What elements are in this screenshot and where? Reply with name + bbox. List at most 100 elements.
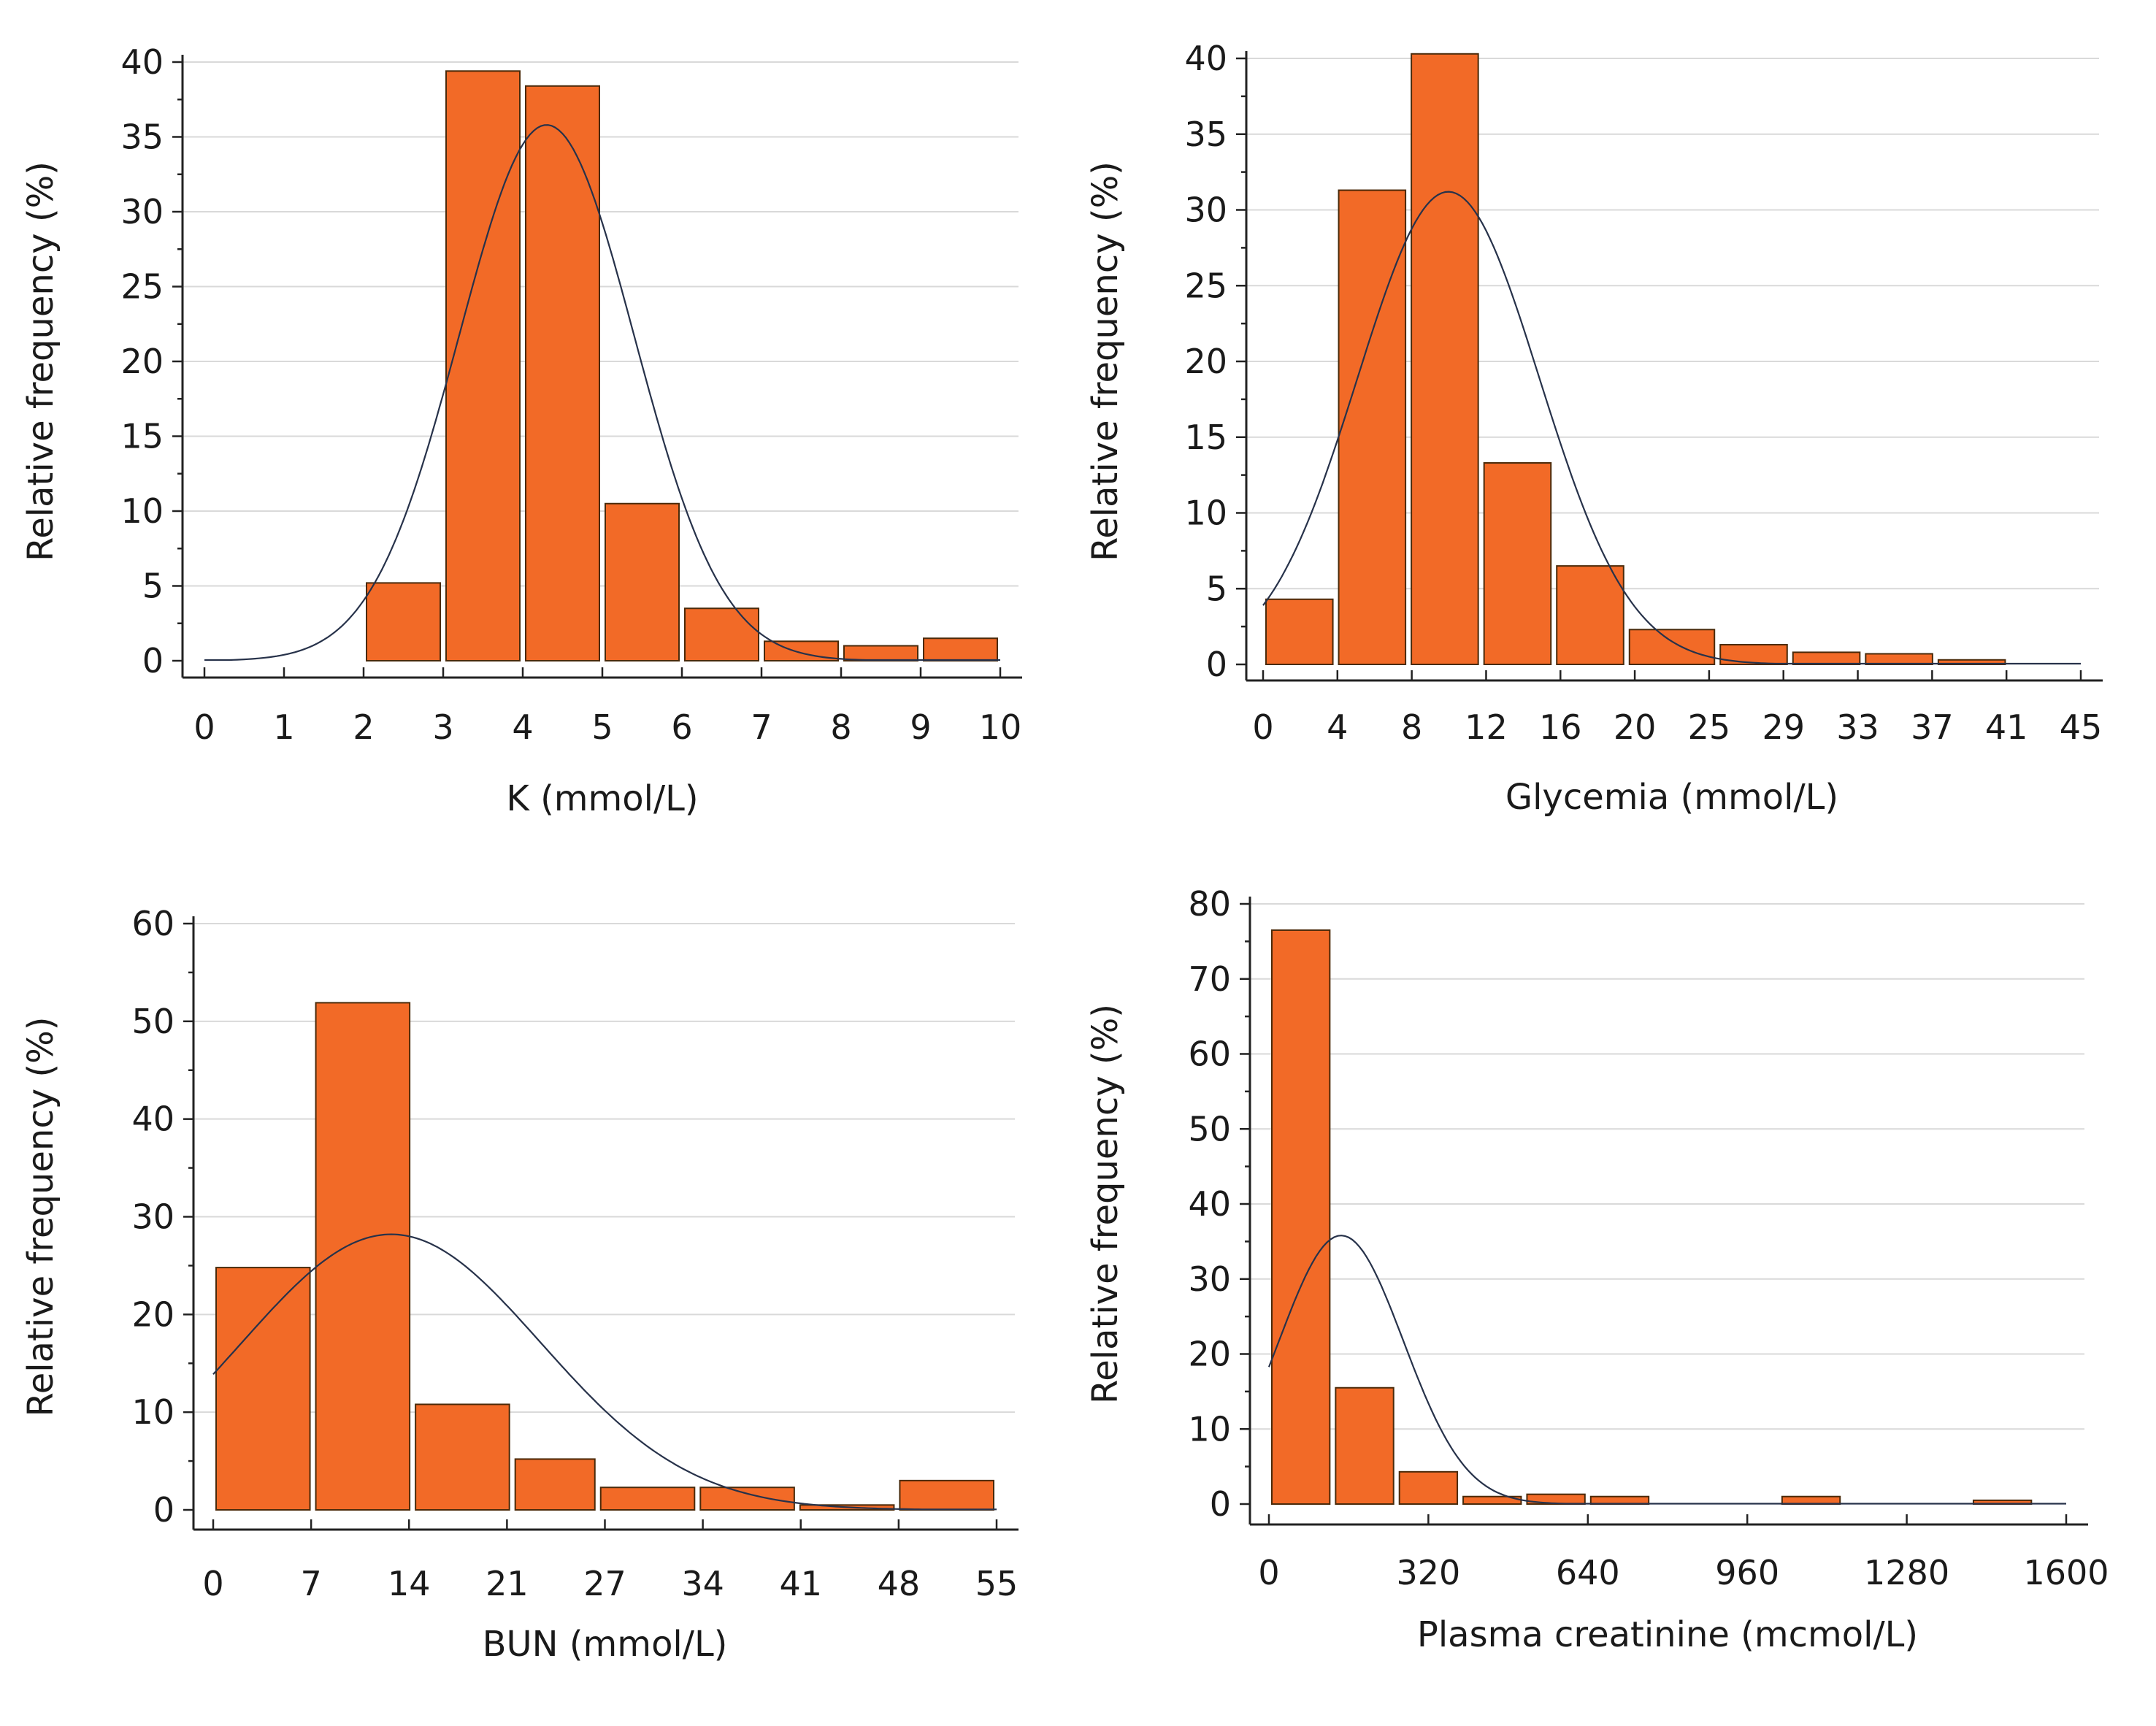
x-tick-label: 960	[1715, 1553, 1779, 1592]
y-tick-label: 80	[1188, 884, 1231, 924]
x-tick-label: 0	[193, 707, 215, 747]
y-tick-label: 30	[1184, 191, 1227, 230]
y-tick-label: 60	[1188, 1035, 1231, 1074]
normal-distribution-curve	[204, 124, 1000, 661]
histogram-bar	[899, 1479, 995, 1511]
normal-distribution-curve	[1262, 191, 2081, 665]
histogram-bar	[843, 645, 918, 661]
y-tick-label: 10	[131, 1392, 174, 1432]
y-tick-label: 40	[131, 1100, 174, 1139]
chart-panel-2: 0 5 10 15 20 25 30 35 40 0 4 8 12 16 20 25 29 33 37 41 45 Gly…	[1085, 39, 2103, 818]
histogram-bar	[605, 502, 680, 661]
histogram-bar	[215, 1267, 311, 1511]
histogram-bar	[1556, 565, 1624, 665]
y-tick-label: 30	[120, 192, 164, 231]
x-tick-label: 16	[1539, 707, 1582, 747]
y-tick-label: 15	[120, 417, 164, 456]
x-tick-label: 8	[830, 707, 851, 747]
x-tick-label: 55	[975, 1564, 1018, 1603]
y-tick-label: 20	[1188, 1335, 1231, 1374]
y-tick-label: 70	[1188, 959, 1231, 999]
x-tick-label: 5	[591, 707, 613, 747]
y-tick-label: 15	[1184, 418, 1227, 457]
x-axis-title: Plasma creatinine (mcmol/L)	[1417, 1614, 1918, 1655]
y-tick-label: 5	[1206, 569, 1227, 608]
x-tick-label: 48	[878, 1564, 921, 1603]
y-tick-label: 50	[1188, 1109, 1231, 1148]
x-tick-label: 2	[353, 707, 374, 747]
y-tick-label: 0	[1210, 1484, 1231, 1524]
y-tick-label: 20	[131, 1294, 174, 1334]
x-tick-label: 41	[1985, 707, 2028, 747]
y-tick-label: 20	[1184, 342, 1227, 381]
x-axis-title: K (mmol/L)	[506, 778, 698, 819]
y-tick-label: 10	[1188, 1409, 1231, 1449]
x-tick-label: 3	[432, 707, 453, 747]
y-tick-label: 30	[1188, 1259, 1231, 1299]
x-tick-label: 9	[910, 707, 931, 747]
histogram-bar	[1628, 629, 1716, 666]
x-tick-label: 0	[1258, 1553, 1279, 1592]
y-tick-label: 30	[131, 1197, 174, 1237]
x-tick-label: 20	[1614, 707, 1657, 747]
y-tick-label: 40	[120, 42, 164, 82]
x-tick-label: 640	[1556, 1553, 1620, 1592]
histogram-bar	[366, 582, 441, 662]
histogram-bar	[415, 1403, 510, 1511]
normal-distribution-curve	[1267, 1235, 2066, 1505]
x-tick-label: 1600	[2023, 1553, 2109, 1592]
y-tick-label: 60	[131, 904, 174, 943]
x-tick-label: 4	[1327, 707, 1348, 747]
histogram-bar	[445, 70, 521, 662]
histogram-bar	[699, 1487, 795, 1511]
y-tick-label: 0	[153, 1490, 174, 1530]
y-tick-label: 0	[1206, 645, 1227, 684]
y-axis-title: Relative frequency (%)	[1085, 1004, 1126, 1404]
histogram-bar	[1792, 651, 1861, 666]
y-tick-label: 20	[120, 342, 164, 381]
histogram-bar	[1719, 644, 1788, 666]
x-tick-label: 29	[1762, 707, 1805, 747]
histogram-bar	[599, 1487, 696, 1511]
x-tick-label: 25	[1688, 707, 1731, 747]
y-axis-title: Relative frequency (%)	[20, 161, 61, 561]
y-tick-label: 40	[1188, 1184, 1231, 1224]
x-tick-label: 320	[1396, 1553, 1460, 1592]
y-tick-label: 10	[1184, 494, 1227, 533]
histogram-bar	[1865, 653, 1933, 665]
x-axis-title: BUN (mmol/L)	[483, 1624, 728, 1665]
x-tick-label: 21	[486, 1564, 529, 1603]
x-tick-label: 10	[979, 707, 1022, 747]
x-tick-label: 34	[681, 1564, 724, 1603]
histogram-bar	[1398, 1470, 1459, 1506]
x-tick-label: 1	[273, 707, 294, 747]
x-tick-label: 7	[300, 1564, 321, 1603]
histogram-bar	[514, 1458, 596, 1511]
x-tick-label: 37	[1911, 707, 1954, 747]
histogram-bar	[1411, 53, 1479, 665]
x-tick-label: 12	[1465, 707, 1508, 747]
y-tick-label: 0	[142, 641, 164, 680]
x-tick-label: 0	[1252, 707, 1273, 747]
histogram-bar	[1483, 462, 1552, 666]
histogram-bar	[525, 85, 600, 662]
x-tick-label: 33	[1836, 707, 1879, 747]
histogram-bar	[923, 637, 998, 661]
y-tick-label: 5	[142, 567, 164, 606]
histogram-bar	[1265, 598, 1334, 666]
x-tick-label: 6	[671, 707, 692, 747]
chart-panel-3: 0 10 20 30 40 50 60 0 7 14 21 27 34 41 48 55 BUN (mmol/L…	[20, 904, 1018, 1665]
y-tick-label: 40	[1184, 39, 1227, 78]
x-tick-label: 45	[2060, 707, 2103, 747]
histogram-bar	[1271, 929, 1331, 1505]
y-tick-label: 10	[120, 491, 164, 531]
x-tick-label: 27	[583, 1564, 626, 1603]
y-axis-title: Relative frequency (%)	[20, 1017, 61, 1417]
x-axis-title: Glycemia (mmol/L)	[1505, 777, 1838, 818]
x-tick-label: 7	[751, 707, 772, 747]
histogram-bar	[1335, 1386, 1395, 1506]
y-tick-label: 50	[131, 1002, 174, 1041]
x-tick-label: 14	[388, 1564, 431, 1603]
y-axis-title: Relative frequency (%)	[1085, 161, 1126, 561]
